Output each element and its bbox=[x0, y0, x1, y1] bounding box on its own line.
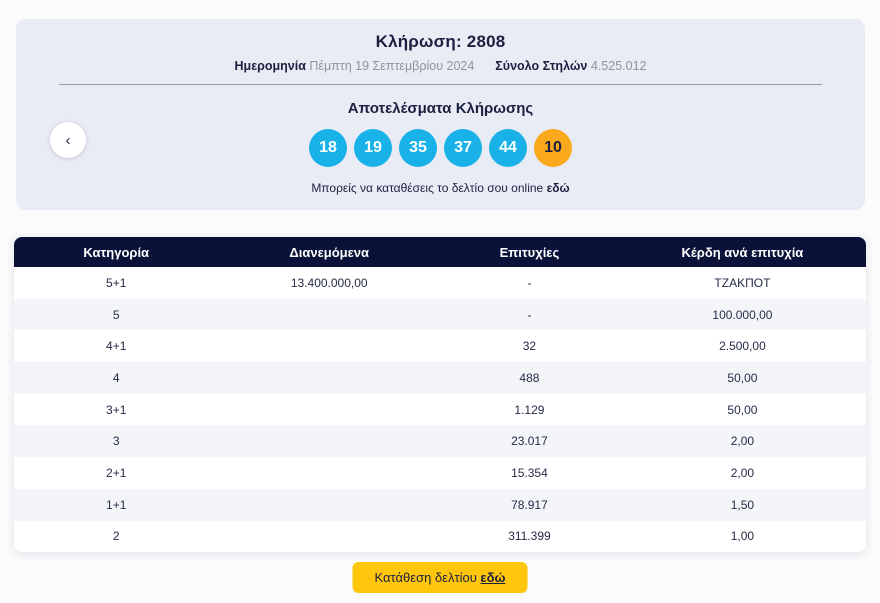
cell-payout: 1,00 bbox=[730, 529, 755, 544]
card-divider bbox=[59, 84, 822, 85]
cell-winners: 32 bbox=[522, 339, 537, 354]
cell-category: 2+1 bbox=[106, 465, 127, 480]
column-header: Κατηγορία bbox=[83, 244, 150, 260]
draw-meta: Ημερομηνία Πέμπτη 19 Σεπτεμβρίου 2024 Σύ… bbox=[16, 59, 865, 73]
winning-number-ball: 19 bbox=[354, 129, 392, 167]
winning-number-ball: 37 bbox=[444, 129, 482, 167]
deposit-slip-button[interactable]: Κατάθεση δελτίου εδώ bbox=[352, 562, 528, 593]
table-row: 4 488 50,00 bbox=[14, 362, 866, 394]
column-header: Επιτυχίες bbox=[499, 244, 560, 260]
column-header: Κέρδη ανά επιτυχία bbox=[681, 244, 804, 260]
cell-category: 3 bbox=[112, 434, 120, 449]
previous-draw-button[interactable]: ‹ bbox=[50, 122, 86, 158]
cell-payout: 100.000,00 bbox=[712, 307, 773, 322]
cell-payout: 2,00 bbox=[730, 465, 755, 480]
table-row: 4+1 32 2.500,00 bbox=[14, 330, 866, 363]
table-row: 2+1 15.354 2,00 bbox=[14, 457, 866, 489]
cell-distributed: 13.400.000,00 bbox=[290, 275, 368, 290]
cell-winners: - bbox=[527, 275, 532, 290]
chevron-left-icon: ‹ bbox=[65, 131, 71, 149]
cell-category: 1+1 bbox=[106, 497, 127, 512]
cell-winners: 23.017 bbox=[511, 434, 548, 449]
cell-winners: 1.129 bbox=[514, 402, 545, 417]
table-row: 5 - 100.000,00 bbox=[14, 298, 866, 331]
winning-numbers-row: 18 19 35 37 44 10 bbox=[16, 129, 865, 167]
cell-winners: 78.917 bbox=[511, 497, 548, 512]
cell-payout: ΤΖΑΚΠΟΤ bbox=[714, 275, 771, 290]
table-row: 3+1 1.129 50,00 bbox=[14, 393, 866, 426]
table-row: 5+1 13.400.000,00 - ΤΖΑΚΠΟΤ bbox=[14, 267, 866, 299]
winning-number-ball: 18 bbox=[309, 129, 347, 167]
column-header: Διανεμόμενα bbox=[289, 244, 370, 260]
table-header-row: Κατηγορία Διανεμόμενα Επιτυχίες Κέρδη ανά ε… bbox=[14, 237, 866, 267]
online-deposit-line: Μπορείς να καταθέσεις το δελτίο σου onli… bbox=[16, 181, 865, 195]
winning-number-ball: 44 bbox=[489, 129, 527, 167]
cell-winners: 15.354 bbox=[511, 465, 548, 480]
table-row: 3 23.017 2,00 bbox=[14, 425, 866, 458]
cell-payout: 2.500,00 bbox=[719, 339, 766, 354]
cell-category: 2 bbox=[112, 529, 120, 544]
table-row: 1+1 78.917 1,50 bbox=[14, 488, 866, 521]
cell-category: 5+1 bbox=[106, 275, 127, 290]
deposit-button-link: εδώ bbox=[480, 570, 506, 585]
winning-number-ball: 35 bbox=[399, 129, 437, 167]
table-body: 5+1 13.400.000,00 - ΤΖΑΚΠΟΤ 5 - 100.000,00 4+1 3… bbox=[14, 267, 866, 553]
draw-title: Κλήρωση: 2808 bbox=[375, 32, 506, 51]
cell-category: 4 bbox=[112, 370, 120, 385]
total-columns-value: 4.525.012 bbox=[590, 59, 647, 73]
prize-tiers-table: Κατηγορία Διανεμόμενα Επιτυχίες Κέρδη ανά ε… bbox=[14, 237, 866, 553]
date-label: Ημερομηνία bbox=[234, 59, 306, 73]
cell-category: 3+1 bbox=[106, 402, 127, 417]
cell-winners: 311.399 bbox=[508, 529, 551, 544]
cell-payout: 50,00 bbox=[727, 370, 758, 385]
cell-winners: 488 bbox=[519, 370, 540, 385]
cell-category: 4+1 bbox=[106, 339, 127, 354]
total-columns-label: Σύνολο Στηλών bbox=[495, 59, 588, 73]
cell-payout: 50,00 bbox=[727, 402, 758, 417]
date-value: Πέμπτη 19 Σεπτεμβρίου 2024 bbox=[309, 59, 475, 73]
draw-summary-card: Κλήρωση: 2808 Ημερομηνία Πέμπτη 19 Σεπτε… bbox=[16, 19, 865, 210]
online-deposit-link[interactable]: εδώ bbox=[546, 181, 570, 195]
deposit-button-text: Κατάθεση δελτίου bbox=[374, 570, 477, 585]
cell-category: 5 bbox=[112, 307, 120, 322]
cell-payout: 1,50 bbox=[730, 497, 755, 512]
results-title: Αποτελέσματα Κλήρωσης bbox=[347, 100, 534, 117]
cell-payout: 2,00 bbox=[730, 434, 755, 449]
table-row: 2 311.399 1,00 bbox=[14, 520, 866, 553]
joker-bonus-number-ball: 10 bbox=[534, 129, 572, 167]
online-deposit-text: Μπορείς να καταθέσεις το δελτίο σου onli… bbox=[311, 181, 544, 195]
cell-winners: - bbox=[527, 307, 532, 322]
